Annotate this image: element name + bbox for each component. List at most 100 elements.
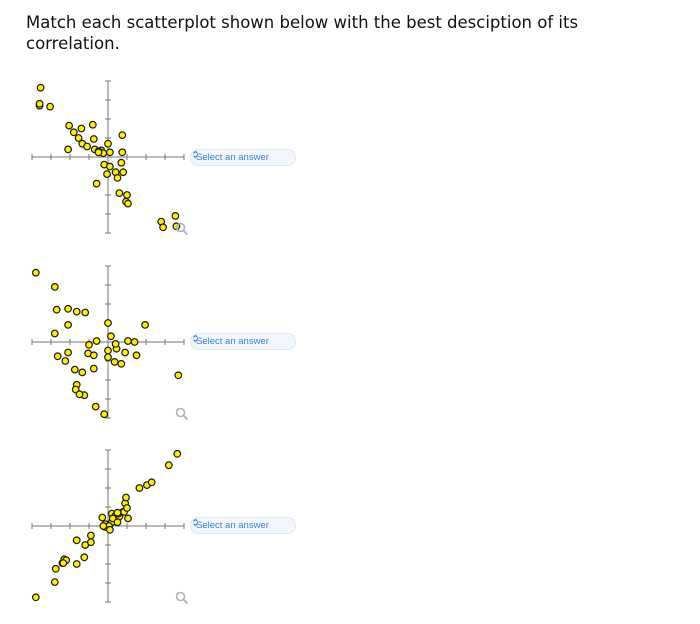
- scatter-point: [105, 148, 114, 157]
- scatter-point: [64, 145, 72, 154]
- scatter-point: [118, 148, 127, 157]
- scatter-point: [72, 536, 81, 545]
- scatter-point: [94, 148, 103, 157]
- scatterplot-group-3: Select an answer: [0, 434, 700, 624]
- answer-select-1-label: Select an answer: [196, 152, 269, 163]
- scatter-point: [141, 320, 150, 329]
- scatter-point: [61, 357, 70, 365]
- scatter-point: [35, 99, 44, 108]
- scatter-point: [70, 365, 79, 374]
- scatter-point: [31, 268, 40, 277]
- magnifier-icon[interactable]: [175, 591, 189, 605]
- scatter-point: [104, 353, 112, 362]
- scatter-point: [174, 371, 183, 380]
- scatter-point: [88, 120, 97, 129]
- scatter-point: [50, 283, 59, 291]
- scatter-point: [115, 189, 124, 198]
- scatter-point: [124, 337, 132, 345]
- scatter-point: [119, 168, 128, 177]
- scatter-point: [147, 478, 156, 487]
- scatter-point: [69, 128, 78, 137]
- scatterplot-2: [31, 265, 185, 419]
- scatter-point: [159, 223, 168, 232]
- scatterplot-3: [31, 449, 185, 603]
- scatter-point: [65, 121, 73, 130]
- scatter-point: [74, 134, 83, 142]
- scatter-point: [123, 191, 131, 199]
- scatter-point: [89, 351, 98, 360]
- scatterplot-1: [31, 80, 185, 234]
- scatterplot-group-1: Select an answer: [0, 65, 700, 255]
- scatter-point: [64, 304, 72, 313]
- scatter-point: [110, 357, 119, 366]
- scatter-point: [89, 135, 98, 143]
- scatter-point: [51, 564, 60, 573]
- scatter-point: [117, 359, 126, 368]
- scatter-point: [164, 461, 173, 470]
- scatter-point: [105, 525, 114, 534]
- scatter-point: [92, 337, 101, 345]
- scatter-point: [105, 162, 114, 171]
- magnifier-icon[interactable]: [175, 222, 189, 236]
- scatter-point: [111, 339, 120, 348]
- scatter-point: [121, 348, 129, 357]
- scatter-point: [64, 348, 72, 357]
- scatter-point: [106, 332, 115, 341]
- scatter-point: [83, 142, 91, 151]
- scatter-point: [99, 522, 108, 530]
- scatter-point: [173, 449, 182, 458]
- scatter-point: [117, 158, 126, 167]
- scatter-point: [75, 390, 84, 399]
- scatter-point: [78, 368, 87, 377]
- scatter-point: [86, 538, 95, 547]
- question-text: Match each scatterplot shown below with …: [26, 12, 586, 54]
- scatter-point: [80, 553, 89, 562]
- scatter-point: [86, 531, 95, 540]
- chevron-updown-icon: [193, 334, 198, 343]
- scatter-point: [81, 308, 90, 317]
- scatter-point: [59, 559, 68, 568]
- scatter-point: [104, 346, 112, 355]
- scatter-point: [132, 351, 141, 360]
- answer-select-2-label: Select an answer: [196, 336, 269, 347]
- scatter-point: [113, 518, 122, 527]
- scatterplot-group-2: Select an answer: [0, 250, 700, 440]
- scatter-point: [92, 179, 101, 188]
- scatter-point: [171, 211, 180, 220]
- scatter-point: [122, 493, 130, 502]
- scatter-point: [104, 319, 112, 327]
- scatter-point: [113, 508, 122, 517]
- scatter-point: [104, 139, 112, 148]
- chevron-updown-icon: [193, 518, 198, 527]
- answer-select-1[interactable]: Select an answer: [190, 149, 296, 166]
- magnifier-icon[interactable]: [175, 407, 189, 421]
- scatter-point: [50, 329, 59, 338]
- chevron-updown-icon: [193, 150, 198, 159]
- scatter-point: [130, 338, 139, 346]
- scatter-point: [85, 340, 93, 349]
- scatter-point: [64, 320, 72, 329]
- scatter-point: [103, 170, 111, 178]
- scatter-point: [36, 83, 45, 92]
- scatter-point: [118, 131, 127, 139]
- scatter-point: [124, 199, 132, 208]
- question-line-1: Match each scatterplot shown below with …: [26, 13, 579, 32]
- scatter-point: [135, 484, 144, 492]
- scatter-point: [53, 352, 62, 361]
- scatter-point: [124, 514, 132, 523]
- scatter-point: [52, 305, 61, 314]
- scatter-point: [113, 173, 122, 182]
- scatter-point: [72, 307, 81, 316]
- scatter-point: [31, 593, 40, 602]
- answer-select-3-label: Select an answer: [196, 520, 269, 531]
- answer-select-3[interactable]: Select an answer: [190, 517, 296, 534]
- question-line-2: correlation.: [26, 34, 120, 53]
- scatter-point: [98, 513, 107, 522]
- scatter-point: [100, 410, 109, 419]
- scatter-point: [50, 578, 59, 587]
- answer-select-2[interactable]: Select an answer: [190, 333, 296, 350]
- scatter-point: [89, 364, 98, 373]
- scatter-point: [72, 560, 81, 568]
- scatter-point: [77, 124, 86, 133]
- scatter-point: [123, 504, 131, 512]
